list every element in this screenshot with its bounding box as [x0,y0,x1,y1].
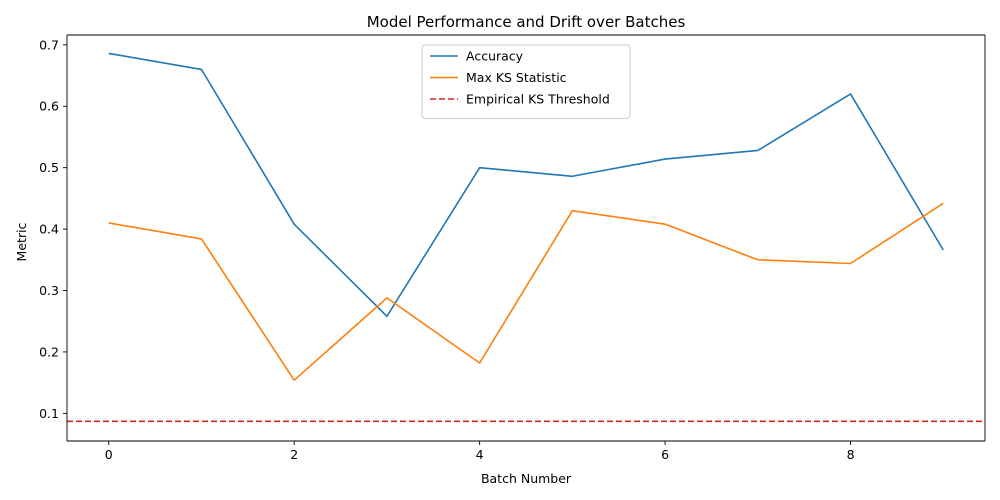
x-tick-label: 4 [476,447,484,462]
legend-label: Max KS Statistic [466,70,567,85]
y-tick-label: 0.5 [39,160,59,175]
x-axis-label: Batch Number [481,471,572,486]
x-tick-label: 8 [847,447,855,462]
y-axis-label: Metric [14,222,29,261]
y-tick-label: 0.2 [39,344,59,359]
legend-box [421,44,631,119]
legend-label: Empirical KS Threshold [466,92,610,107]
x-tick-label: 6 [661,447,669,462]
y-tick-label: 0.7 [39,37,59,52]
chart-title: Model Performance and Drift over Batches [367,13,686,31]
legend-label: Accuracy [466,49,524,64]
plot-area: 0 2 4 6 8 0.1 0.2 0.3 0.4 0.5 0.6 0.7 [39,34,986,462]
y-tick-label: 0.1 [39,406,59,421]
y-tick-label: 0.3 [39,283,59,298]
legend: Accuracy Max KS Statistic Empirical KS Thr… [421,44,631,119]
series-line-1 [108,52,944,318]
x-tick-label: 0 [105,447,113,462]
series-line-2 [108,202,944,381]
y-tick-label: 0.6 [39,99,59,114]
x-tick-label: 2 [290,447,298,462]
y-tick-label: 0.4 [39,222,59,237]
